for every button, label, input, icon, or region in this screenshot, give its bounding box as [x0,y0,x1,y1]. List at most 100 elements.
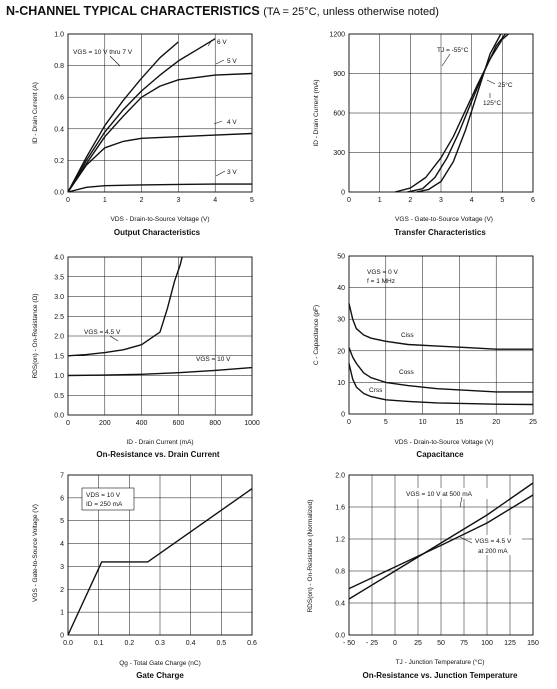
chart-title: Transfer Characteristics [394,228,486,237]
y-tick-label: 900 [333,71,345,78]
series-line [67,366,253,377]
y-tick-label: 4.0 [54,255,64,262]
annotation-25c: 25°C [498,81,513,89]
x-tick-label: 0.1 [94,640,104,647]
annotation-vgs-4-5: VGS = 4.5 V [475,538,512,545]
y-tick-label: 6 [60,495,64,502]
x-tick-label: 75 [460,640,468,647]
y-axis-label: VGS - Gate-to-Source Voltage (V) [32,504,39,602]
chart-title: On-Resistance vs. Junction Temperature [362,671,518,680]
annotation-at-200ma: at 200 mA [478,548,508,555]
series-line [67,256,183,357]
y-tick-label: 3.5 [54,274,64,281]
y-tick-label: 10 [337,380,345,387]
series-line [348,482,534,600]
x-tick-label: 15 [456,419,464,426]
x-tick-label: 0.5 [216,640,226,647]
y-tick-label: 2.5 [54,314,64,321]
chart-output-characteristics: 0 1 2 3 4 5 0.0 0.2 0.4 0.6 0.8 1.0 VDS - Drain-to… [32,32,254,238]
x-axis-label: TJ - Junction Temperature (°C) [396,658,485,666]
y-tick-label: 1200 [329,32,345,39]
annotation-leader-line [213,120,223,125]
x-tick-labels: - 50 - 25 0 25 50 75 100 125 150 [343,640,539,647]
x-tick-label: 125 [504,640,516,647]
x-tick-label: 25 [529,419,537,426]
page-title-text: N-CHANNEL TYPICAL CHARACTERISTICS [6,4,260,18]
page-title: N-CHANNEL TYPICAL CHARACTERISTICS (TA = … [6,4,439,18]
annotation-5v: 5 V [227,58,237,65]
annotation-vgs-10-7: VGS = 10 V thru 7 V [73,49,133,56]
y-tick-label: 0 [341,190,345,197]
chart-gate-charge: 0.0 0.1 0.2 0.3 0.4 0.5 0.6 0 1 2 3 4 5 6 7 Qg - Tota… [32,473,257,681]
x-tick-label: 600 [173,420,185,427]
x-axis-label: VDS - Drain-to-Source Voltage (V) [111,216,210,223]
plot-frame [348,33,534,193]
x-tick-labels: 0 5 10 15 20 25 [347,419,537,426]
y-tick-label: 2.0 [335,473,345,480]
y-tick-label: 0.4 [335,601,345,608]
x-tick-label: 0.3 [155,640,165,647]
x-tick-label: 0.0 [63,640,73,647]
y-tick-label: 0.4 [54,126,64,133]
x-tick-label: - 25 [366,640,378,647]
series-group [348,303,534,406]
x-tick-label: 1000 [244,420,260,427]
x-axis-label: VDS - Drain-to-Source Voltage (V) [395,439,494,446]
y-axis-label: RDS(on) - On-Resistance (Ω) [32,293,39,378]
y-tick-label: 7 [60,473,64,480]
x-tick-label: 0 [393,640,397,647]
y-tick-labels: 0.0 0.4 0.8 1.2 1.6 2.0 [335,473,345,640]
chart-transfer-characteristics: 0 1 2 3 4 5 6 0 300 600 900 1200 VGS - Gate-to-Sou… [313,32,535,238]
y-tick-label: 3 [60,564,64,571]
y-tick-label: 0.2 [54,158,64,165]
series-group [67,488,253,636]
annotation-3v: 3 V [227,169,237,176]
x-tick-label: 2 [140,197,144,204]
chart-on-resistance-vs-junction-temperature: - 50 - 25 0 25 50 75 100 125 150 0.0 0.4 0.8 1.2 1.6… [307,473,539,681]
y-tick-label: 0.8 [335,569,345,576]
annotation-ciss: Ciss [401,332,414,339]
y-tick-label: 30 [337,317,345,324]
annotation-leader-line [207,39,213,47]
series-line [394,33,509,193]
y-axis-label: RDS(on) - On-Resistance (Normalized) [307,499,314,612]
x-tick-label: 3 [439,197,443,204]
plot-frame [348,474,534,636]
x-tick-label: 150 [527,640,539,647]
annotation-125c: 125°C [483,99,501,107]
x-tick-label: 0.4 [186,640,196,647]
annotation-coss: Coss [399,369,415,376]
x-tick-label: 0.2 [124,640,134,647]
x-tick-label: 10 [419,419,427,426]
y-tick-label: 1.0 [54,373,64,380]
y-tick-label: 0.5 [54,393,64,400]
series-line [67,132,253,193]
chart-title: Output Characteristics [114,228,201,237]
x-tick-label: 5 [250,197,254,204]
y-tick-label: 3.0 [54,294,64,301]
x-tick-label: 0 [347,197,351,204]
y-tick-label: 1.6 [335,505,345,512]
y-tick-labels: 0 1 2 3 4 5 6 7 [60,473,64,640]
y-tick-label: 50 [337,254,345,261]
x-tick-label: 50 [437,640,445,647]
chart-title: Gate Charge [136,671,184,680]
annotation-leader-line [215,170,226,177]
annotation-box [81,487,135,511]
plot-frame [67,474,253,636]
x-tick-label: 2 [408,197,412,204]
y-tick-labels: 0 300 600 900 1200 [329,32,345,197]
plot-frame [67,33,253,193]
series-line [348,303,533,350]
y-tick-label: 5 [60,518,64,525]
x-tick-label: 1 [103,197,107,204]
x-tick-label: 4 [213,197,217,204]
y-tick-label: 0.0 [54,190,64,197]
y-tick-labels: 0 10 20 30 40 50 [337,254,345,419]
y-tick-label: 0 [60,633,64,640]
y-axis-label: ID - Drain Current (A) [32,82,39,144]
y-tick-label: 20 [337,348,345,355]
annotation-f-1mhz: f = 1 MHz [367,278,395,285]
annotation-leader-line [459,496,463,508]
series-group [67,256,253,377]
